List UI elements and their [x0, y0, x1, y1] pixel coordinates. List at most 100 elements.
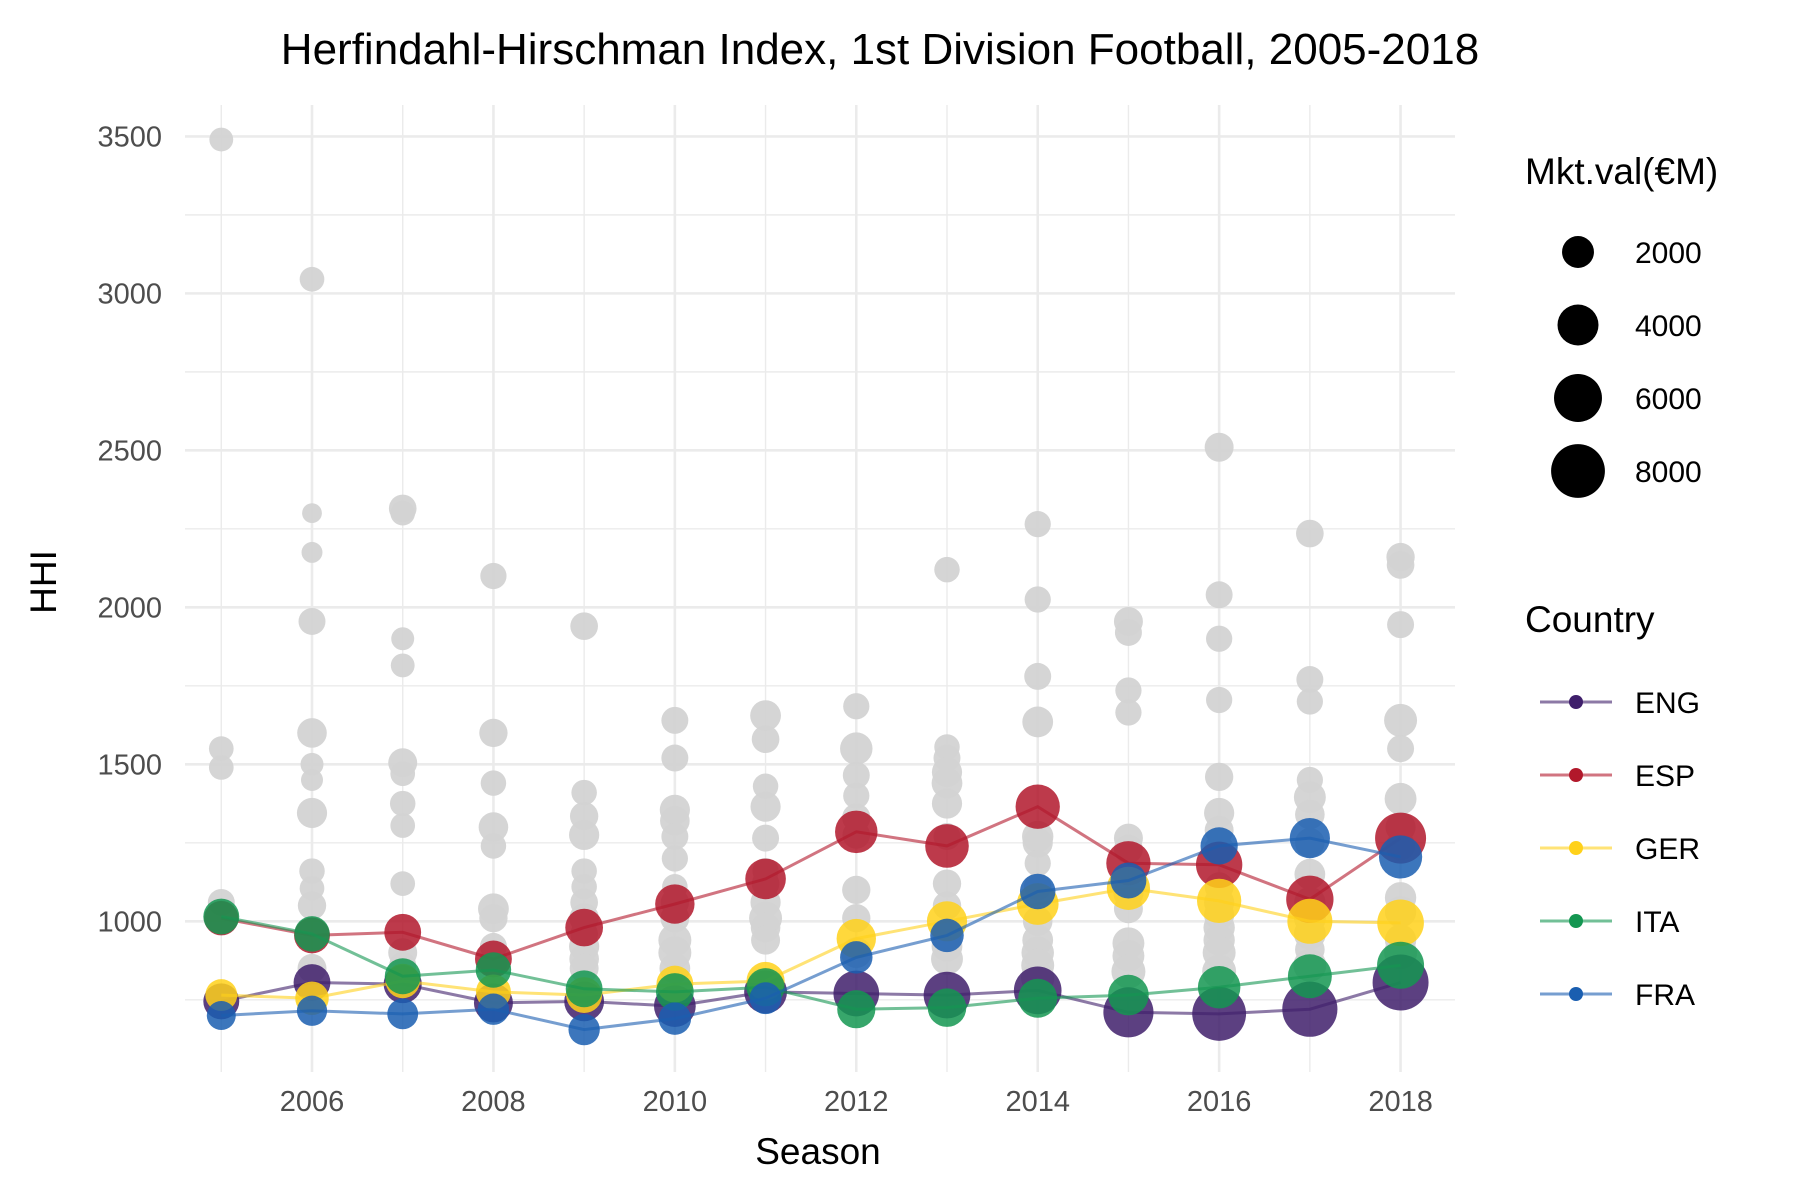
background-point	[478, 812, 509, 842]
series-fra	[206, 817, 1423, 1046]
data-point-fra	[568, 1013, 600, 1046]
data-point-ita	[475, 952, 512, 988]
background-point	[840, 732, 873, 765]
data-point-fra	[930, 918, 964, 953]
background-point	[842, 761, 870, 789]
x-tick-label: 2014	[1005, 1086, 1070, 1118]
background-point	[1114, 618, 1142, 646]
background-point	[934, 556, 960, 583]
background-point	[479, 718, 508, 748]
data-point-ita	[1287, 954, 1332, 999]
background-point	[480, 770, 507, 796]
size-legend: Mkt.val(€M) 2000 4000 6000 8000	[1525, 151, 1718, 498]
background-point	[1024, 850, 1051, 877]
background-point	[297, 718, 327, 748]
x-tick-label: 2012	[824, 1086, 889, 1118]
grid	[185, 105, 1455, 1072]
background-point	[931, 943, 963, 975]
background-point	[390, 500, 416, 526]
background-point	[479, 903, 508, 933]
y-tick-label: 3000	[97, 278, 162, 310]
data-point-ita	[1377, 941, 1425, 989]
size-legend-label: 6000	[1635, 383, 1702, 416]
background-point	[1024, 511, 1051, 538]
data-point-ita	[837, 990, 876, 1029]
background-point	[390, 761, 416, 787]
data-point-fra	[296, 995, 328, 1026]
size-legend-key	[1554, 374, 1602, 422]
data-point-ita	[1018, 978, 1058, 1018]
background-point	[208, 736, 234, 761]
legend-dot-ita	[1569, 914, 1583, 928]
background-point	[1024, 586, 1051, 613]
background-point	[569, 819, 600, 851]
background-point	[390, 871, 416, 896]
data-point-esp	[925, 824, 969, 868]
data-point-ita	[565, 970, 603, 1008]
background-point	[300, 752, 324, 776]
background-point	[1206, 686, 1233, 714]
legend-label-ita: ITA	[1635, 906, 1679, 939]
data-point-ita	[1108, 974, 1149, 1016]
background-point	[843, 693, 870, 720]
legend-dot-esp	[1569, 768, 1583, 782]
y-axis-ticks: 1000 1500 2000 2500 3000 3500	[97, 121, 162, 938]
background-point	[299, 266, 325, 292]
background-point	[297, 891, 327, 920]
background-point	[299, 858, 325, 884]
background-point	[1386, 551, 1415, 579]
series-esp	[204, 784, 1427, 978]
data-point-fra	[206, 1000, 236, 1030]
background-point	[751, 725, 780, 754]
data-point-ger	[1196, 878, 1242, 924]
legend-label-eng: ENG	[1635, 687, 1700, 720]
data-point-esp	[655, 884, 695, 924]
size-legend-key	[1562, 236, 1594, 268]
x-tick-label: 2016	[1187, 1086, 1252, 1118]
data-point-esp	[835, 810, 878, 854]
data-point-esp	[745, 858, 786, 900]
legend-label-esp: ESP	[1635, 760, 1695, 793]
x-tick-label: 2008	[461, 1086, 526, 1118]
background-point	[209, 127, 234, 152]
y-tick-label: 2000	[97, 592, 162, 624]
background-point	[1115, 677, 1142, 704]
background-point	[389, 790, 416, 817]
background-point	[302, 503, 322, 524]
data-point-fra	[1378, 835, 1423, 879]
background-point	[1387, 611, 1415, 639]
background-point	[1204, 762, 1234, 792]
background-point	[1205, 581, 1233, 609]
data-point-esp	[384, 913, 422, 951]
background-point	[391, 627, 415, 651]
background-point	[752, 824, 780, 852]
background-point	[480, 833, 507, 859]
background-point	[1024, 662, 1052, 690]
x-tick-label: 2018	[1368, 1086, 1433, 1118]
chart-title: Herfindahl-Hirschman Index, 1st Division…	[281, 25, 1479, 74]
x-axis-ticks: 2006 2008 2010 2012 2014 2016 2018	[280, 1086, 1433, 1118]
x-tick-label: 2010	[643, 1086, 708, 1118]
data-point-eng	[1282, 981, 1338, 1037]
background-point	[751, 925, 781, 955]
size-legend-key	[1557, 304, 1599, 346]
legend-label-ger: GER	[1635, 833, 1700, 866]
y-tick-label: 1000	[97, 906, 162, 938]
background-point	[843, 782, 870, 809]
background-point	[661, 845, 688, 872]
data-point-ger	[1377, 899, 1424, 947]
background-point	[752, 773, 779, 800]
background-point	[390, 813, 416, 838]
background-point	[932, 869, 962, 898]
background-point	[661, 744, 689, 772]
size-legend-label: 2000	[1635, 237, 1702, 270]
background-point	[1296, 519, 1324, 548]
data-point-esp	[1015, 784, 1060, 829]
data-point-fra	[658, 1002, 692, 1035]
background-point	[842, 875, 871, 905]
background-point	[390, 653, 415, 678]
data-point-fra	[1289, 817, 1330, 859]
background-point	[480, 562, 507, 590]
background-point	[750, 700, 781, 732]
